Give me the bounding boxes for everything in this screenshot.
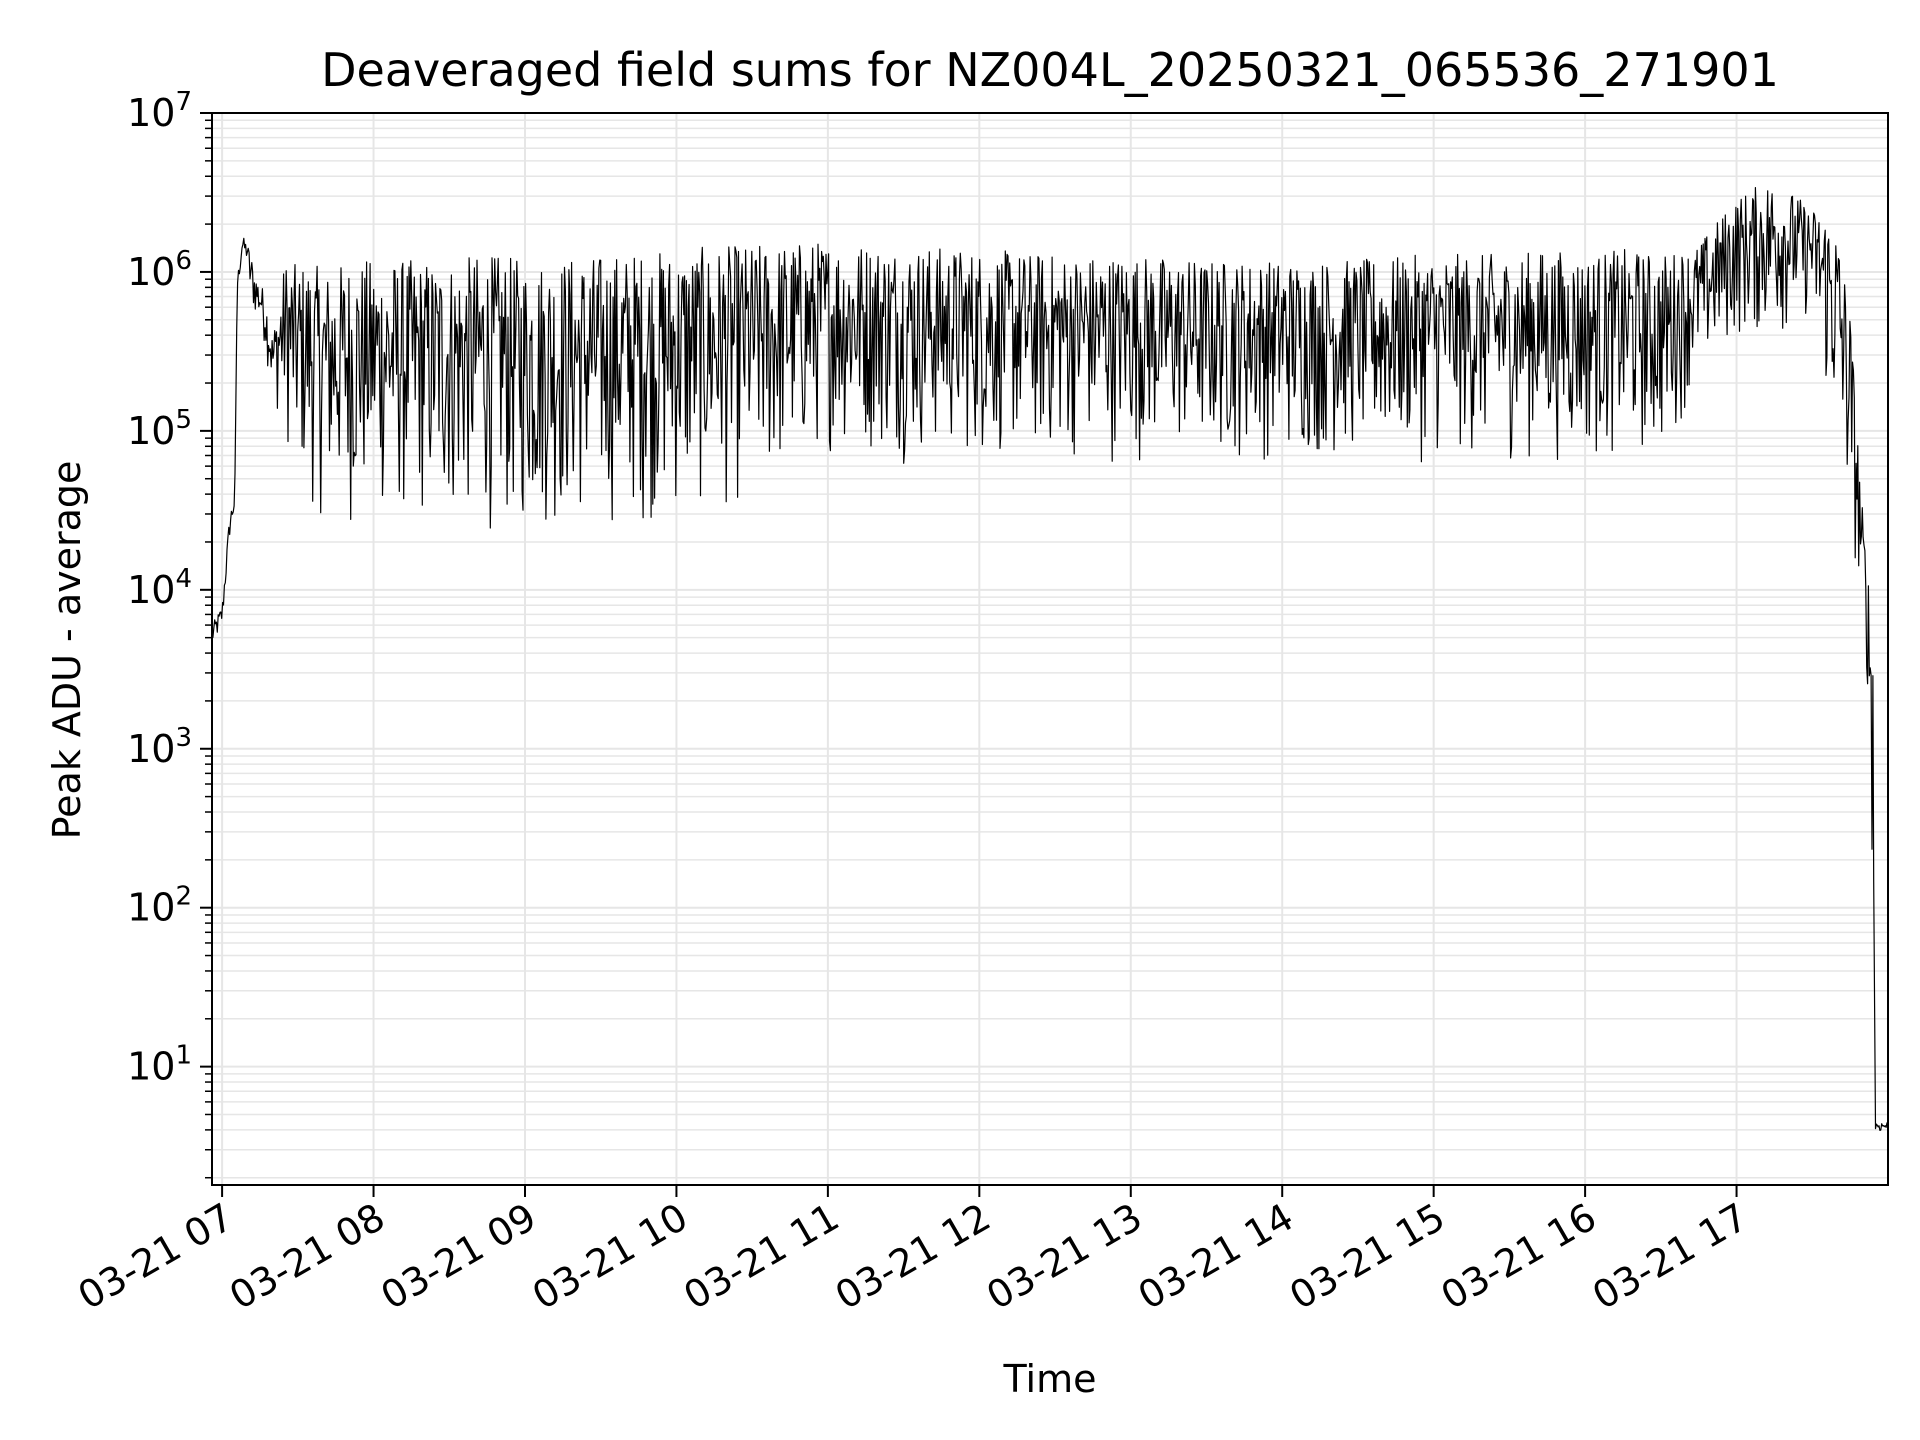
y-tick-label: 105 bbox=[127, 405, 192, 453]
y-tick-label: 102 bbox=[127, 882, 192, 930]
x-tick-label: 03-21 15 bbox=[1282, 1195, 1452, 1319]
y-tick-label: 107 bbox=[127, 87, 192, 135]
series-line bbox=[211, 187, 1889, 1131]
x-tick-label: 03-21 07 bbox=[71, 1195, 241, 1319]
x-axis-label: Time bbox=[1003, 1357, 1097, 1401]
series-group bbox=[211, 187, 1889, 1131]
grid bbox=[212, 113, 1888, 1185]
y-tick-label: 106 bbox=[127, 246, 192, 294]
y-tick-label: 104 bbox=[127, 564, 192, 612]
x-tick-label: 03-21 13 bbox=[979, 1195, 1149, 1319]
x-tick-label: 03-21 14 bbox=[1131, 1195, 1301, 1319]
x-tick-label: 03-21 11 bbox=[676, 1195, 846, 1319]
y-tick-label: 101 bbox=[127, 1041, 192, 1089]
x-tick-label: 03-21 16 bbox=[1434, 1195, 1604, 1319]
x-tick-label: 03-21 10 bbox=[525, 1195, 695, 1319]
x-tick-label: 03-21 09 bbox=[374, 1195, 544, 1319]
x-tick-label: 03-21 08 bbox=[222, 1195, 392, 1319]
y-axis: 101 102 103 104 105 106 107 bbox=[127, 87, 212, 1179]
plot-frame bbox=[211, 112, 1889, 1186]
x-tick-label: 03-21 17 bbox=[1585, 1195, 1755, 1319]
y-axis-label: Peak ADU - average bbox=[45, 461, 89, 840]
x-tick-label: 03-21 12 bbox=[828, 1195, 998, 1319]
chart-title: Deaveraged field sums for NZ004L_2025032… bbox=[321, 43, 1779, 97]
y-tick-label: 103 bbox=[127, 723, 192, 771]
